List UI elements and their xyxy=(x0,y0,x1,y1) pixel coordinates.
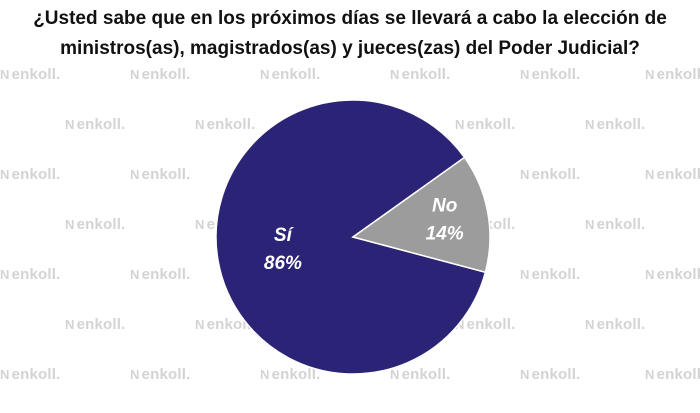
slice-value-label: 86% xyxy=(264,253,302,274)
slice-value-label: 14% xyxy=(426,223,464,244)
slice-name-label: No xyxy=(432,195,457,216)
chart-title-line-1: ¿Usted sabe que en los próximos días se … xyxy=(33,8,667,29)
pie-slice-no xyxy=(351,156,491,274)
pie-slice-si xyxy=(215,99,487,375)
slice-name-label: Sí xyxy=(274,225,295,246)
chart-title-line-2: ministros(as), magistrados(as) y jueces(… xyxy=(60,38,640,59)
chart-title: ¿Usted sabe que en los próximos días se … xyxy=(0,4,700,64)
